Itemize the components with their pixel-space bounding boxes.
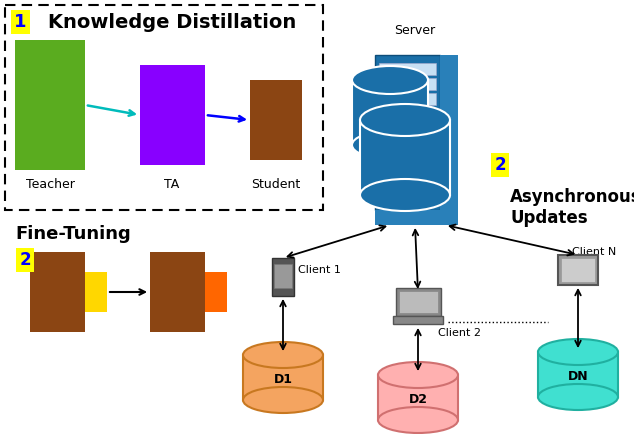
Bar <box>85 272 107 312</box>
Bar <box>379 138 436 150</box>
Bar <box>379 168 436 180</box>
Text: Teacher: Teacher <box>25 178 74 191</box>
Bar <box>561 258 595 282</box>
Bar <box>379 153 436 165</box>
Bar <box>375 210 458 225</box>
Text: 2: 2 <box>494 156 506 174</box>
Text: Client 1: Client 1 <box>298 265 341 275</box>
Bar <box>379 108 436 120</box>
Bar <box>396 288 441 316</box>
Text: 2: 2 <box>19 251 31 269</box>
Bar <box>140 65 205 165</box>
Bar <box>440 55 458 210</box>
Text: 1: 1 <box>14 13 26 31</box>
Text: Client N: Client N <box>572 247 616 257</box>
Ellipse shape <box>538 339 618 365</box>
Bar <box>30 252 85 332</box>
Bar <box>393 316 443 324</box>
Ellipse shape <box>360 104 450 136</box>
Ellipse shape <box>243 387 323 413</box>
Bar <box>558 255 598 285</box>
Text: Knowledge Distillation: Knowledge Distillation <box>48 13 296 32</box>
Bar <box>5 5 323 210</box>
Bar <box>379 78 436 90</box>
Ellipse shape <box>378 362 458 388</box>
Text: TA: TA <box>164 178 179 191</box>
Text: Fine-Tuning: Fine-Tuning <box>15 225 131 243</box>
Ellipse shape <box>352 131 428 159</box>
Text: D2: D2 <box>408 393 427 406</box>
Bar <box>379 123 436 135</box>
Bar <box>538 352 618 397</box>
Bar <box>15 40 85 170</box>
Text: Student: Student <box>251 178 301 191</box>
Text: D1: D1 <box>273 373 292 386</box>
Bar <box>272 258 294 296</box>
Bar <box>399 291 437 313</box>
Bar <box>352 80 428 145</box>
Bar <box>205 272 227 312</box>
Bar <box>379 63 436 75</box>
Bar <box>150 252 205 332</box>
Ellipse shape <box>243 342 323 368</box>
Ellipse shape <box>352 66 428 94</box>
Bar <box>360 120 450 195</box>
Ellipse shape <box>378 407 458 433</box>
Text: Client 2: Client 2 <box>438 328 481 338</box>
Bar <box>250 80 302 160</box>
Bar <box>378 375 458 420</box>
Bar <box>274 264 292 288</box>
Bar <box>243 355 323 400</box>
Bar <box>375 55 440 210</box>
Ellipse shape <box>538 384 618 410</box>
Text: DN: DN <box>567 370 588 383</box>
Ellipse shape <box>360 179 450 211</box>
Bar <box>379 93 436 105</box>
Text: Asynchronous
Updates: Asynchronous Updates <box>510 188 634 227</box>
Text: Server: Server <box>394 23 436 36</box>
